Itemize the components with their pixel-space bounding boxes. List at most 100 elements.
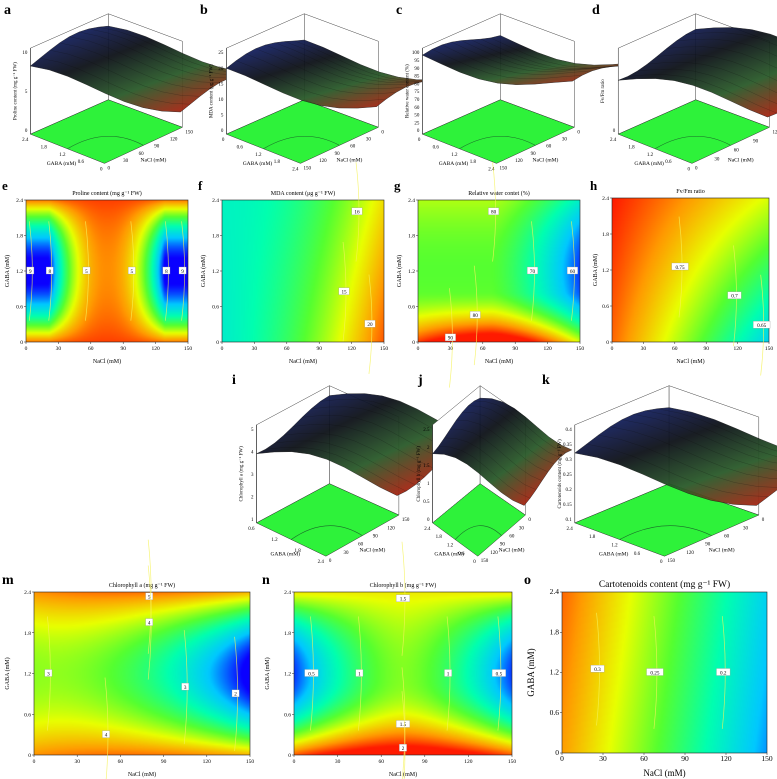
contour-label: 1.5 [400,722,407,728]
surface-mesh-line [468,405,560,458]
y-tick-label: 120 [387,526,395,531]
contour-label: 0.7 [731,294,738,300]
surface-mesh-line [245,53,397,94]
panel-letter: n [262,573,270,588]
y-tick-label: 150 [500,166,508,171]
surface-mesh-line [461,40,612,71]
y-tick-label: 90 [531,152,537,157]
y-tick-label: 30 [562,138,568,143]
z-tick-label: 0.2 [566,488,573,493]
z-axis-label: Cartotenoids content (mg g⁻¹ FW) [557,439,563,508]
x-tick-label: 60 [284,346,290,352]
z-axis-label: Chlorophyll b (mg g⁻¹ FW) [416,446,422,502]
x-axis-label: NaCl (mM) [93,358,121,365]
contour-label: 0.2 [720,670,727,676]
contour-label-box [396,594,410,602]
y-tick-label: 0 [695,166,698,171]
floor-contour [421,99,576,164]
panel-letter: e [2,178,8,193]
x-axis-label: GABA (mM) [243,160,273,167]
contour-label: 0.3 [594,667,601,673]
contour-label-box [527,266,538,275]
surface-mesh-line [79,31,230,79]
panel-f: f MDA content (μg g⁻¹ FW) 0 30 60 90 120 150 0 0.… [198,162,388,374]
panel-g: g Relative water contet (%) 0 30 60 90 120 150 0… [394,162,584,388]
x-tick-label: 120 [464,759,473,765]
y-tick-label: 120 [515,159,523,164]
y-tick-label: 2.4 [602,196,609,202]
panel-c: 0 25 50 60 70 75 80 85 90 95 100 Relative water con… [396,3,651,172]
y-tick-label: 150 [668,559,676,564]
z-tick-label: 80 [414,82,420,87]
x-tick-label: 1.8 [295,549,302,554]
y-tick-label: 1.2 [284,672,291,678]
x-axis-label: GABA (mM) [439,160,469,167]
y-axis-label: GABA (mM) [4,657,11,689]
floor-contour [29,99,184,164]
y-tick-label: 0.6 [16,305,23,311]
contour-label: 9 [29,269,32,275]
contour-label-box [102,730,110,738]
x-tick-label: 1.8 [41,145,48,150]
floor-contour-line [454,525,502,540]
y-tick-label: 2.4 [408,198,415,204]
y-axis-label: GABA (mM) [396,255,403,287]
y-tick-label: 1.2 [602,268,609,274]
x-tick-label: 90 [681,754,689,763]
y-tick-label: 1.8 [212,234,219,240]
x-tick-label: 1.8 [589,535,596,540]
x-tick-label: 1.8 [628,145,635,150]
panel-b: 0 5 10 15 20 25 MDA content (μg g⁻¹ FW) 0 0.6 1.2… [200,3,455,172]
surface-mesh-line [265,447,407,492]
floor-contour [255,483,400,557]
surface-mesh-line [450,428,543,481]
contour-label: 2 [402,746,405,752]
y-tick-label: 1.8 [24,631,31,637]
surface-mesh-line [265,44,416,85]
x-tick-label: 0 [221,346,224,352]
surface-mesh-line [294,40,445,81]
surface-mesh-line [621,419,777,471]
z-tick-label: 1 [427,482,430,487]
z-tick-label: 1 [251,518,254,523]
contour-label: 5 [131,269,134,275]
z-tick-label: 90 [414,67,420,72]
y-tick-label: 0 [20,340,23,346]
x-tick-label: 2.4 [292,167,299,172]
z-tick-label: 0 [417,129,420,134]
chart-title: Fv/Fm ratio [676,189,705,195]
x-tick-label: 0.6 [458,552,465,557]
y-tick-label: 60 [509,535,515,540]
y-axis-label: NaCl (mM) [337,156,363,163]
y-tick-label: 0 [412,340,415,346]
x-tick-label: 1.2 [451,153,458,158]
x-tick-label: 1.2 [647,153,654,158]
y-tick-label: 2.4 [24,590,31,596]
z-tick-label: 0.25 [563,473,572,478]
panel-d: 0Fv/Fm ratio2.41.81.20.600306090120GABA … [592,3,777,172]
x-tick-label: 30 [335,759,341,765]
y-tick-label: 0 [555,748,559,757]
y-axis-label: GABA (mM) [592,254,599,286]
y-axis-label: NaCl (mM) [141,156,167,163]
surface-mesh-line [311,406,452,451]
y-tick-label: 30 [366,138,372,143]
y-tick-label: 60 [139,152,145,157]
contour-label: 5 [85,269,88,275]
panel-n: n Chlorophyll b (mg g⁻¹ FW)0 30 60 90 120 1500… [262,541,516,779]
contour-label: 2 [234,692,237,698]
contour-label: 0.25 [650,670,659,676]
panel-letter: b [200,3,208,18]
y-axis-label: GABA (mM) [264,657,271,689]
x-tick-label: 2.4 [424,527,431,532]
x-tick-label: 0 [25,346,28,352]
x-tick-label: 0 [560,754,564,763]
y-axis-label: NaCl (mM) [499,547,525,554]
panel-h: h Fv/Fm ratio 0 30 60 90 120 150 0 0.6 1.2 1.8 2.4 Na… [590,178,773,376]
surface-mesh-line [451,41,602,72]
floor-contour-line [619,525,712,540]
z-tick-label: 0.35 [563,443,572,448]
z-tick-label: 3 [251,473,254,478]
z-tick-label: 2 [251,495,254,500]
